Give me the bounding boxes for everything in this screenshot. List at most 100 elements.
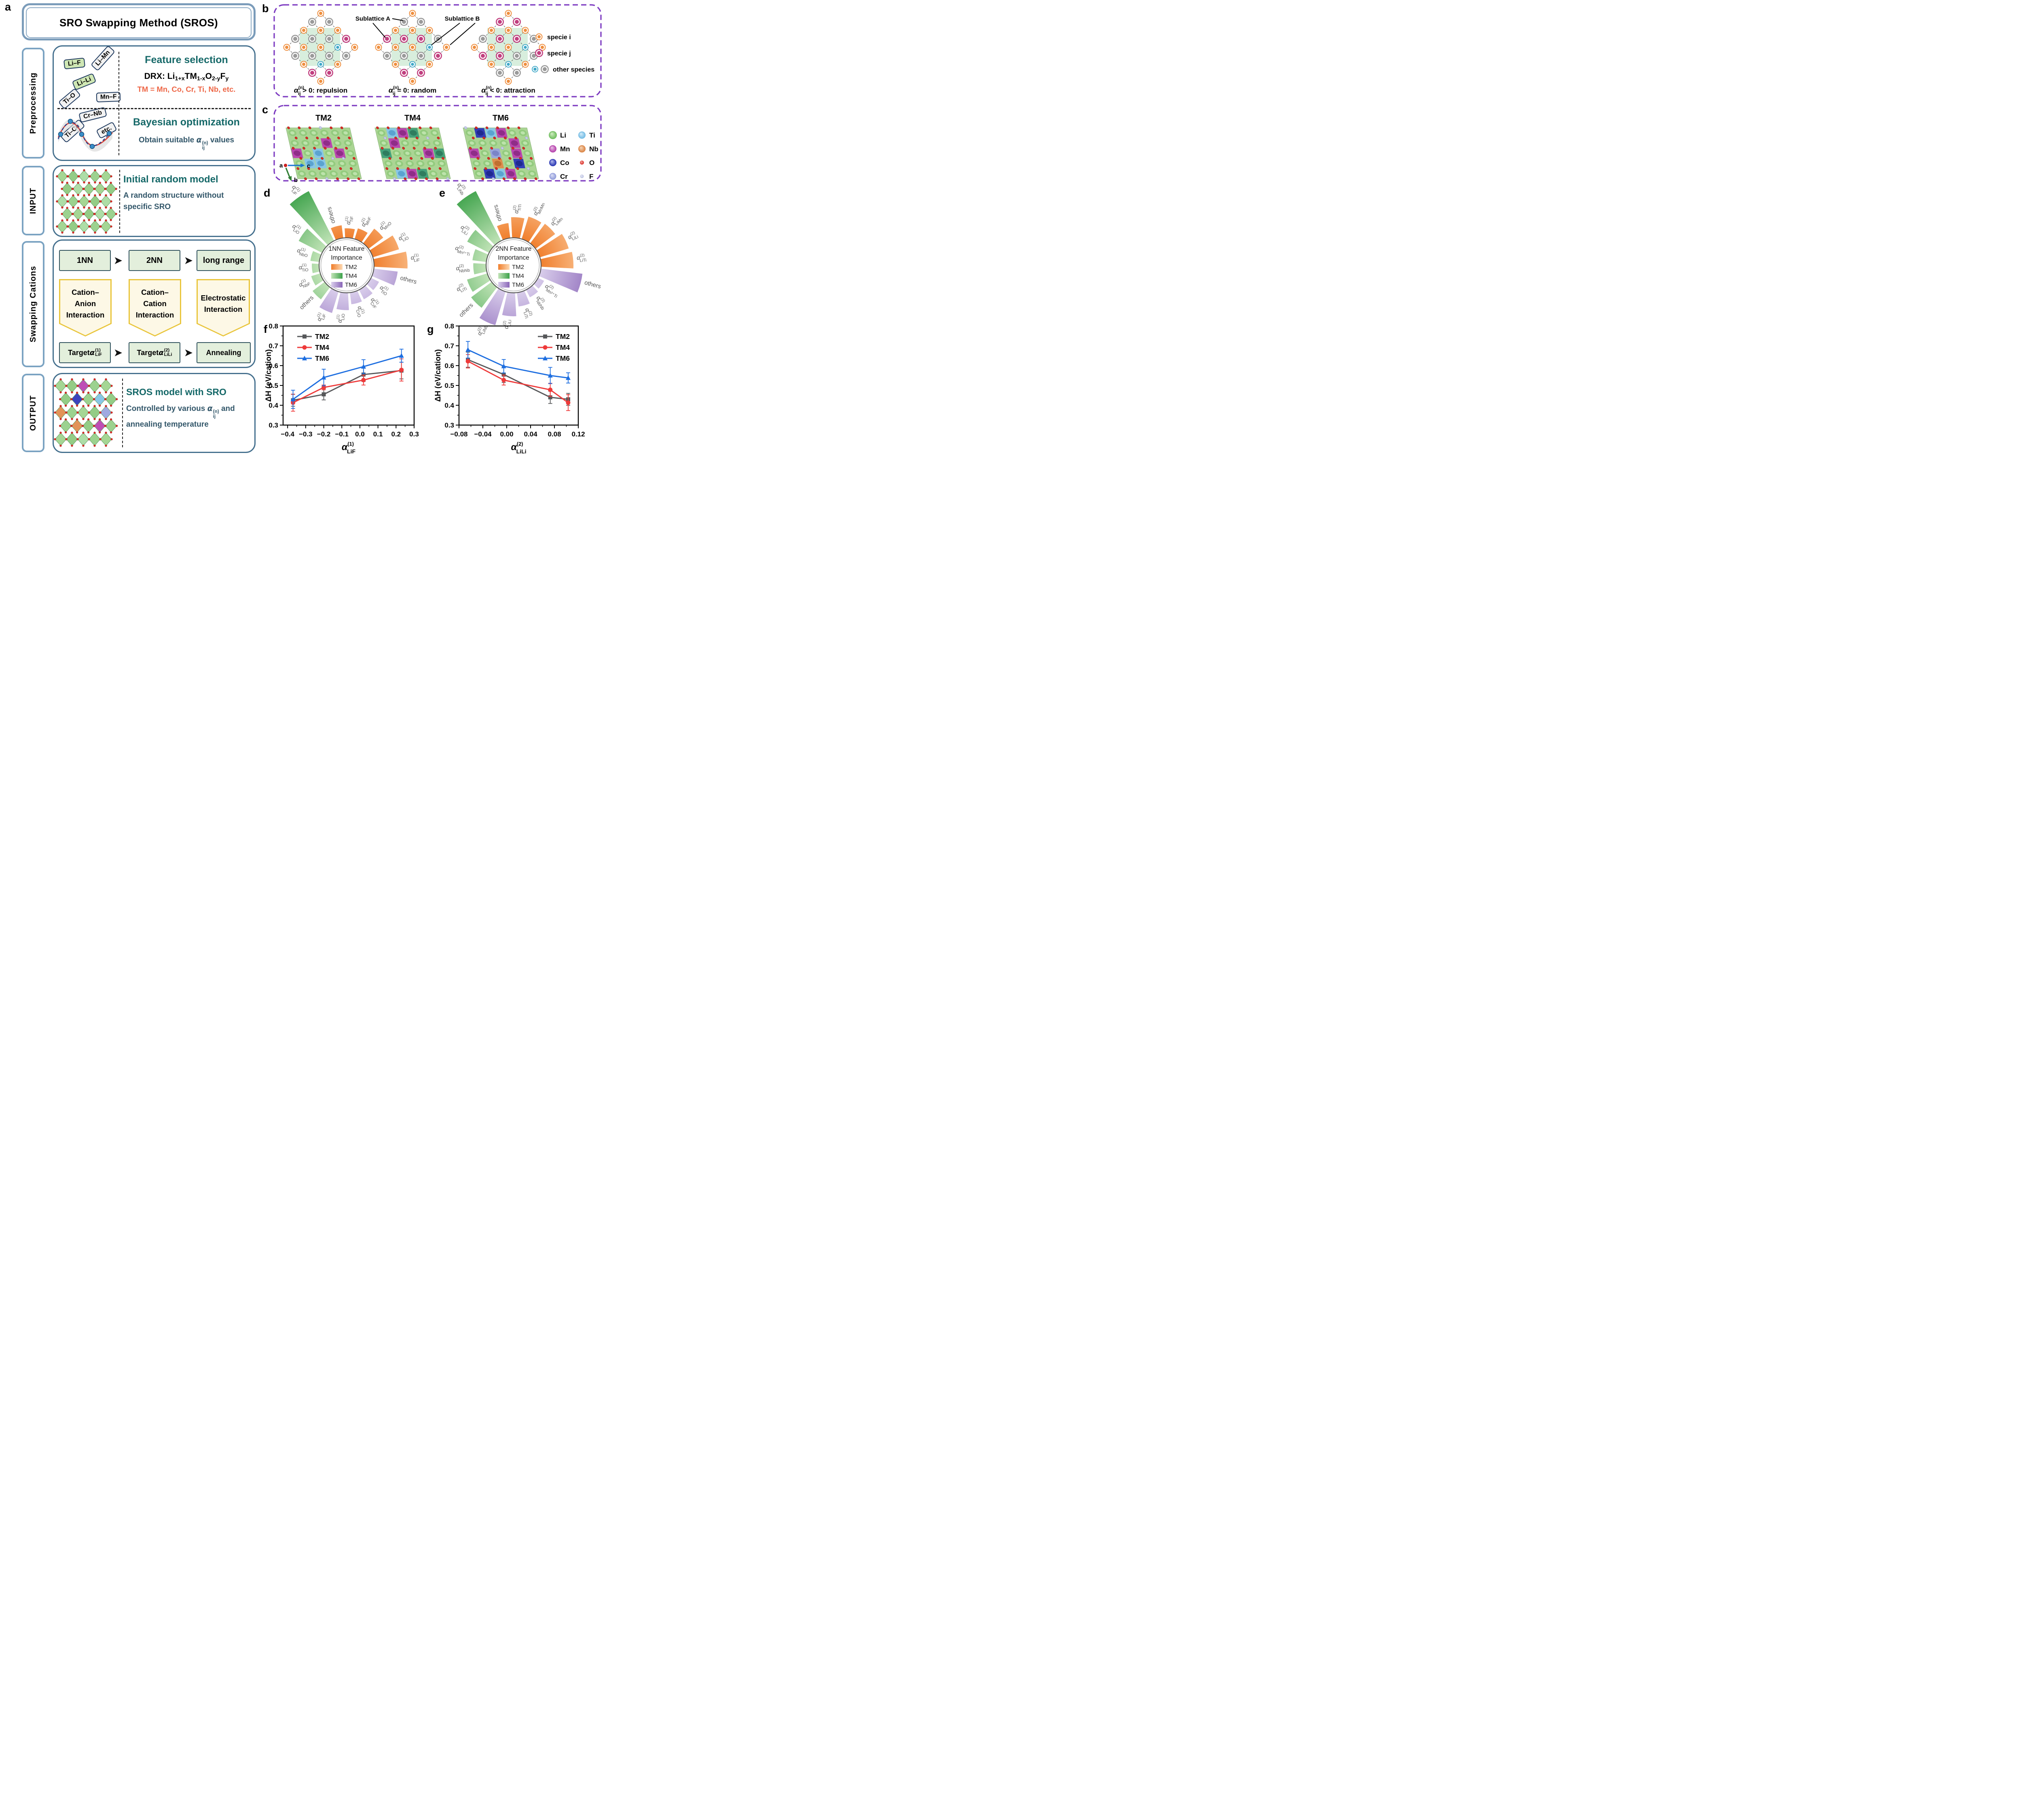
lattice-site-ring xyxy=(401,53,407,59)
lattice-site-ring xyxy=(514,53,520,59)
y-tick-label: 0.7 xyxy=(444,342,454,350)
preprocessing-vertical-divider xyxy=(118,52,119,155)
lattice-site-ring xyxy=(384,53,390,59)
oxygen-atom xyxy=(105,444,107,447)
oxygen-atom xyxy=(105,432,107,434)
sublattice-pointer-line xyxy=(431,23,460,45)
lattice-site-ring xyxy=(497,53,503,59)
bayesian-block: Bayesian optimization Obtain suitable α(… xyxy=(121,116,252,150)
oxygen-atom xyxy=(82,391,85,394)
rose-legend-swatch-TM2 xyxy=(498,264,510,270)
oxygen-atom xyxy=(72,188,74,190)
rose-bar-LiNb xyxy=(457,191,501,245)
rose-bar-label: others xyxy=(400,275,418,286)
oxygen-atom xyxy=(82,444,85,447)
x-tick-label: 0.12 xyxy=(571,430,585,438)
arrow-icon: ➤ xyxy=(184,255,193,266)
oxygen-atom xyxy=(64,392,67,394)
oxygen-atom xyxy=(110,438,113,440)
octahedron xyxy=(57,220,68,233)
drx-formula: DRX: Li1+xTM1-xO2-yFy xyxy=(144,72,229,82)
oxygen-atom xyxy=(93,391,96,394)
oxygen-atom xyxy=(110,207,112,209)
oxygen-atom xyxy=(67,225,69,228)
output-divider xyxy=(122,379,123,447)
lattice-site-ring xyxy=(376,44,381,50)
oxygen-atom xyxy=(54,385,56,387)
step-2nn: 2NN xyxy=(129,250,180,271)
oxygen-atom xyxy=(59,444,62,447)
y-tick-label: 0.3 xyxy=(444,421,454,429)
gp-sample-point xyxy=(106,131,112,136)
oxygen-atom xyxy=(105,231,107,234)
rose-bar-label: α(1)TiO xyxy=(298,262,309,273)
oxygen-atom xyxy=(89,200,91,203)
arrow-icon: ➤ xyxy=(114,255,123,266)
oxygen-atom xyxy=(61,219,63,222)
rose-bar-label: α(1)CrO xyxy=(354,305,366,317)
y-tick-label: 0.6 xyxy=(269,362,278,370)
rose-legend-label: TM6 xyxy=(512,281,524,288)
oxygen-atom xyxy=(65,438,68,440)
rose-legend-swatch-TM6 xyxy=(331,282,343,288)
oxygen-atom xyxy=(110,411,113,414)
oxygen-atom xyxy=(105,169,107,171)
y-tick-label: 0.8 xyxy=(444,322,454,330)
oxygen-atom xyxy=(77,207,79,209)
oxygen-atom xyxy=(83,206,85,209)
panel-c-border xyxy=(273,105,602,182)
oxygen-atom xyxy=(94,206,96,209)
rose-chart-2nn: others α(2)TiTiα(2)MnMnα(2)LiMnα(2)LiLiα(… xyxy=(455,182,602,336)
banner-line: Anion xyxy=(74,299,96,308)
sublattice-pointer-line xyxy=(392,18,404,21)
element-swatch-F xyxy=(580,174,584,178)
banner-electrostatic: Electrostatic Interaction xyxy=(197,279,250,336)
oxygen-atom xyxy=(77,194,79,196)
slab-TM4 xyxy=(374,126,451,180)
octahedron xyxy=(100,220,112,233)
oxygen-atom xyxy=(99,438,102,440)
lattice-site-ring xyxy=(418,53,424,59)
oxygen-atom xyxy=(59,425,61,427)
lattice-site-ring xyxy=(352,44,357,50)
octahedron xyxy=(68,220,79,233)
oxygen-atom xyxy=(105,391,107,394)
lattice-site-ring xyxy=(301,44,307,50)
oxygen-atom xyxy=(99,207,101,209)
lattice-site-ring xyxy=(393,61,398,67)
rose-legend-label: TM4 xyxy=(512,273,524,279)
element-label: Nb xyxy=(589,145,599,153)
lattice-site-ring xyxy=(309,70,315,76)
oxygen-atom xyxy=(78,200,80,203)
method-title-box: SRO Swapping Method (SROS) xyxy=(22,3,256,40)
arrow-icon: ➤ xyxy=(184,347,193,358)
octahedron xyxy=(61,207,73,220)
octahedron xyxy=(93,419,106,433)
oxygen-atom xyxy=(59,391,62,394)
oxygen-atom xyxy=(93,432,96,434)
gp-sample-point xyxy=(58,131,63,137)
method-title-inner: SRO Swapping Method (SROS) xyxy=(26,7,252,38)
oxygen-atom xyxy=(72,206,74,209)
lattice-site-ring xyxy=(480,36,486,42)
element-swatch-Ti xyxy=(578,131,586,139)
rose-bar-label: α(1)TiF xyxy=(344,216,355,225)
oxygen-atom xyxy=(99,182,101,184)
rose-bar-label: α(1)LiO xyxy=(290,222,303,235)
oxygen-atom xyxy=(59,418,62,420)
octahedron xyxy=(71,419,83,433)
lattice-site-ring xyxy=(480,53,486,59)
banner-line: Interaction xyxy=(66,310,105,319)
oxygen-atom xyxy=(110,418,112,421)
octahedron xyxy=(82,392,95,406)
octahedron xyxy=(55,379,67,393)
oxygen-atom xyxy=(67,175,69,178)
oxygen-atom xyxy=(110,182,112,184)
oxygen-atom xyxy=(61,169,63,171)
oxygen-atom xyxy=(82,432,85,434)
x-tick-label: 0.3 xyxy=(409,430,419,438)
oxygen-atom xyxy=(88,182,90,184)
octahedron xyxy=(68,195,79,208)
oxygen-atom xyxy=(59,405,62,407)
octahedron xyxy=(78,220,90,233)
